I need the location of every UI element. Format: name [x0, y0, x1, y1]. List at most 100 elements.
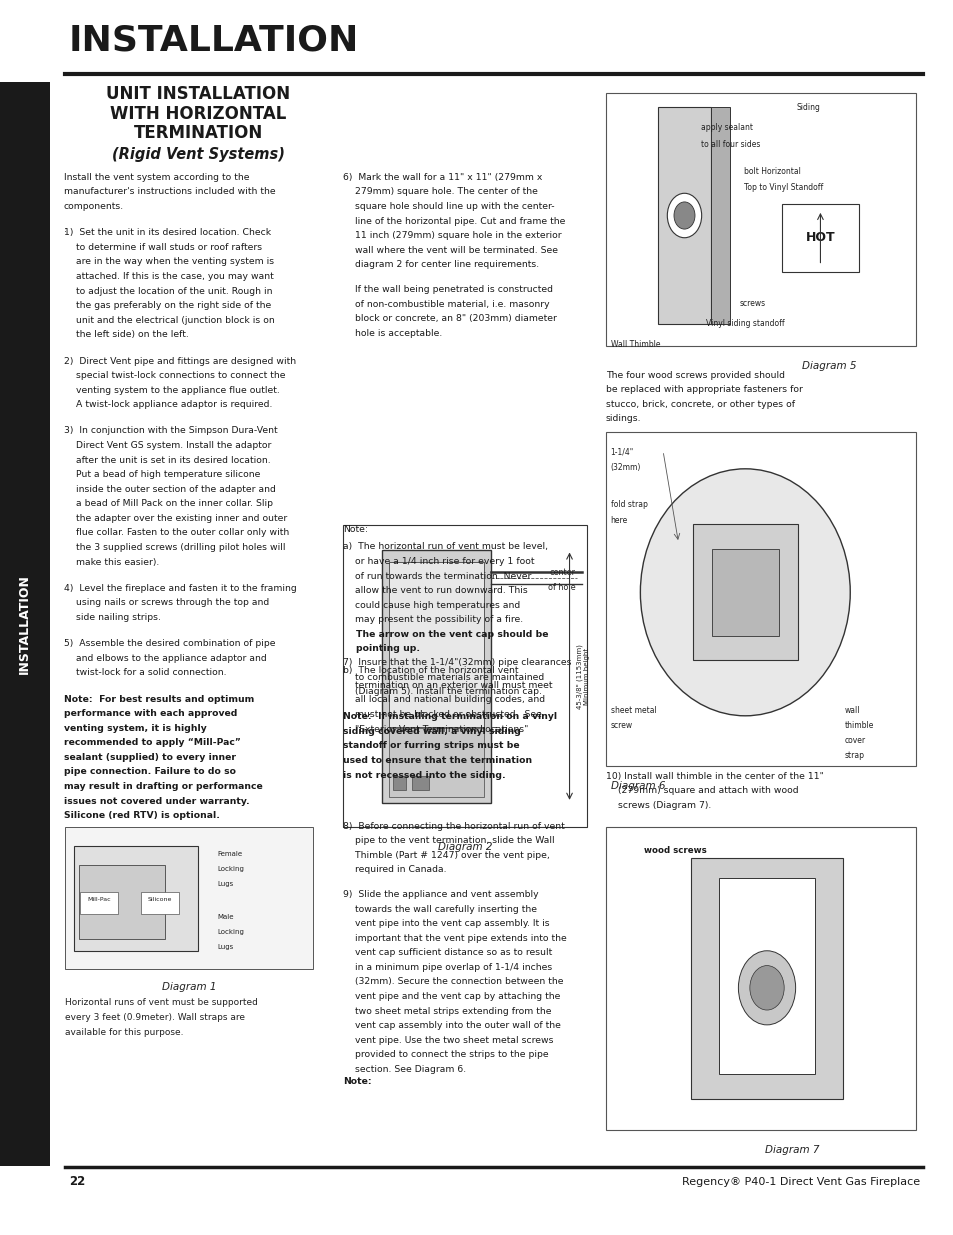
Ellipse shape — [639, 469, 849, 716]
Text: performance with each approved: performance with each approved — [64, 709, 237, 719]
Text: may present the possibility of a fire.: may present the possibility of a fire. — [343, 615, 523, 624]
Text: 11 inch (279mm) square hole in the exterior: 11 inch (279mm) square hole in the exter… — [343, 231, 561, 240]
Text: issues not covered under warranty.: issues not covered under warranty. — [64, 797, 250, 805]
Text: unit and the electrical (junction block is on: unit and the electrical (junction block … — [64, 316, 274, 325]
Text: TERMINATION: TERMINATION — [133, 125, 263, 142]
Text: side nailing strips.: side nailing strips. — [64, 613, 161, 622]
Bar — [0, 82, 50, 1166]
Text: The arrow on the vent cap should be: The arrow on the vent cap should be — [343, 630, 548, 638]
Text: WITH HORIZONTAL: WITH HORIZONTAL — [111, 105, 286, 122]
Text: INSTALLATION: INSTALLATION — [18, 574, 31, 673]
Text: Female: Female — [217, 851, 242, 857]
Text: two sheet metal strips extending from the: two sheet metal strips extending from th… — [343, 1007, 552, 1015]
Text: Put a bead of high temperature silicone: Put a bead of high temperature silicone — [64, 471, 260, 479]
Bar — [719, 878, 814, 1074]
Text: may result in drafting or performance: may result in drafting or performance — [64, 782, 262, 792]
Text: square hole should line up with the center-: square hole should line up with the cent… — [343, 203, 555, 211]
Text: 1-1/4": 1-1/4" — [610, 447, 633, 456]
Text: vent cap sufficient distance so as to result: vent cap sufficient distance so as to re… — [343, 948, 552, 957]
Text: the adapter over the existing inner and outer: the adapter over the existing inner and … — [64, 514, 287, 522]
Bar — [711, 550, 778, 636]
Text: stucco, brick, concrete, or other types of: stucco, brick, concrete, or other types … — [605, 400, 794, 409]
Bar — [389, 562, 483, 726]
Bar — [141, 892, 179, 914]
Text: Diagram 6: Diagram 6 — [610, 781, 664, 790]
Bar — [692, 525, 797, 661]
Text: fold strap: fold strap — [610, 500, 647, 509]
Text: vent pipe into the vent cap assembly. It is: vent pipe into the vent cap assembly. It… — [343, 919, 550, 929]
Text: 6)  Mark the wall for a 11" x 11" (279mm x: 6) Mark the wall for a 11" x 11" (279mm … — [343, 173, 542, 182]
Text: (Diagram 5). Install the termination cap.: (Diagram 5). Install the termination cap… — [343, 688, 541, 697]
Bar — [658, 107, 710, 324]
Text: 5)  Assemble the desired combination of pipe: 5) Assemble the desired combination of p… — [64, 640, 275, 648]
Text: section. See Diagram 6.: section. See Diagram 6. — [343, 1065, 466, 1074]
Text: (Rigid Vent Systems): (Rigid Vent Systems) — [112, 147, 285, 162]
Text: 45-3/8" (1153mm)
Minimum height: 45-3/8" (1153mm) Minimum height — [576, 643, 589, 709]
Text: wood screws: wood screws — [643, 846, 706, 855]
Bar — [710, 107, 729, 324]
Text: or have a 1/4 inch rise for every 1 foot: or have a 1/4 inch rise for every 1 foot — [343, 557, 535, 566]
Text: vent pipe. Use the two sheet metal screws: vent pipe. Use the two sheet metal screw… — [343, 1036, 554, 1045]
Text: Direct Vent GS system. Install the adaptor: Direct Vent GS system. Install the adapt… — [64, 441, 271, 450]
Text: 4)  Level the fireplace and fasten it to the framing: 4) Level the fireplace and fasten it to … — [64, 584, 296, 593]
Text: (32mm): (32mm) — [610, 463, 640, 472]
Text: block or concrete, an 8" (203mm) diameter: block or concrete, an 8" (203mm) diamete… — [343, 314, 557, 324]
Text: Diagram 5: Diagram 5 — [801, 361, 856, 370]
Text: 1)  Set the unit in its desired location. Check: 1) Set the unit in its desired location.… — [64, 228, 271, 237]
Text: Regency® P40-1 Direct Vent Gas Fireplace: Regency® P40-1 Direct Vent Gas Fireplace — [681, 1177, 920, 1187]
Text: pointing up.: pointing up. — [343, 645, 420, 653]
Text: venting system to the appliance flue outlet.: venting system to the appliance flue out… — [64, 385, 279, 395]
Text: screw: screw — [610, 721, 632, 730]
Text: every 3 feet (0.9meter). Wall straps are: every 3 feet (0.9meter). Wall straps are — [65, 1013, 245, 1021]
Text: Note:: Note: — [343, 525, 368, 534]
Text: here: here — [610, 516, 627, 525]
Text: the 3 supplied screws (drilling pilot holes will: the 3 supplied screws (drilling pilot ho… — [64, 543, 285, 552]
Text: inside the outer section of the adapter and: inside the outer section of the adapter … — [64, 485, 275, 494]
Text: special twist-lock connections to connect the: special twist-lock connections to connec… — [64, 370, 285, 380]
Text: are in the way when the venting system is: are in the way when the venting system i… — [64, 257, 274, 267]
Text: Diagram 7: Diagram 7 — [763, 1145, 819, 1155]
Text: Mill-Pac: Mill-Pac — [88, 897, 111, 902]
Text: 9)  Slide the appliance and vent assembly: 9) Slide the appliance and vent assembly — [343, 890, 538, 899]
Text: to adjust the location of the unit. Rough in: to adjust the location of the unit. Roug… — [64, 287, 273, 295]
Text: 10) Install wall thimble in the center of the 11": 10) Install wall thimble in the center o… — [605, 772, 822, 781]
Text: thimble: thimble — [843, 721, 873, 730]
Text: a)  The horizontal run of vent must be level,: a) The horizontal run of vent must be le… — [343, 542, 548, 551]
Text: Silicone: Silicone — [148, 897, 172, 902]
Text: allow the vent to run downward. This: allow the vent to run downward. This — [343, 587, 528, 595]
Text: to all four sides: to all four sides — [700, 140, 760, 148]
Text: b)  The location of the horizontal vent: b) The location of the horizontal vent — [343, 666, 518, 676]
Text: of run towards the termination. Never: of run towards the termination. Never — [343, 572, 531, 580]
Text: 8)  Before connecting the horizontal run of vent: 8) Before connecting the horizontal run … — [343, 821, 564, 831]
Text: sidings.: sidings. — [605, 414, 640, 424]
Text: flue collar. Fasten to the outer collar only with: flue collar. Fasten to the outer collar … — [64, 529, 289, 537]
Text: vent pipe and the vent cap by attaching the: vent pipe and the vent cap by attaching … — [343, 992, 560, 1002]
Text: Locking: Locking — [217, 866, 244, 872]
Bar — [605, 827, 915, 1130]
Text: used to ensure that the termination: used to ensure that the termination — [343, 756, 532, 764]
Text: bolt Horizontal: bolt Horizontal — [743, 167, 801, 175]
Text: diagram 2 for center line requirements.: diagram 2 for center line requirements. — [343, 261, 539, 269]
Text: venting system, it is highly: venting system, it is highly — [64, 724, 207, 732]
Text: is not recessed into the siding.: is not recessed into the siding. — [343, 771, 505, 779]
Text: pipe to the vent termination, slide the Wall: pipe to the vent termination, slide the … — [343, 836, 555, 845]
Circle shape — [666, 193, 700, 238]
Text: 3)  In conjunction with the Simpson Dura-Vent: 3) In conjunction with the Simpson Dura-… — [64, 426, 277, 436]
Text: 7)  Insure that the 1-1/4"(32mm) pipe clearances: 7) Insure that the 1-1/4"(32mm) pipe cle… — [343, 658, 572, 667]
Text: manufacturer's instructions included with the: manufacturer's instructions included wit… — [64, 188, 275, 196]
Text: HOT: HOT — [804, 231, 835, 245]
Text: Male: Male — [217, 914, 233, 920]
Text: (279mm) square and attach with wood: (279mm) square and attach with wood — [605, 787, 798, 795]
Text: the left side) on the left.: the left side) on the left. — [64, 330, 189, 340]
Text: Thimble (Part # 1247) over the vent pipe,: Thimble (Part # 1247) over the vent pipe… — [343, 851, 550, 860]
Text: Horizontal runs of vent must be supported: Horizontal runs of vent must be supporte… — [65, 998, 257, 1007]
Text: apply sealant: apply sealant — [700, 124, 753, 132]
Bar — [605, 432, 915, 766]
Circle shape — [749, 966, 783, 1010]
Text: using nails or screws through the top and: using nails or screws through the top an… — [64, 599, 269, 608]
Text: wall: wall — [843, 706, 859, 715]
Text: components.: components. — [64, 203, 124, 211]
Text: to combustible materials are maintained: to combustible materials are maintained — [343, 673, 544, 682]
Text: screws: screws — [739, 299, 764, 308]
Text: provided to connect the strips to the pipe: provided to connect the strips to the pi… — [343, 1050, 549, 1060]
